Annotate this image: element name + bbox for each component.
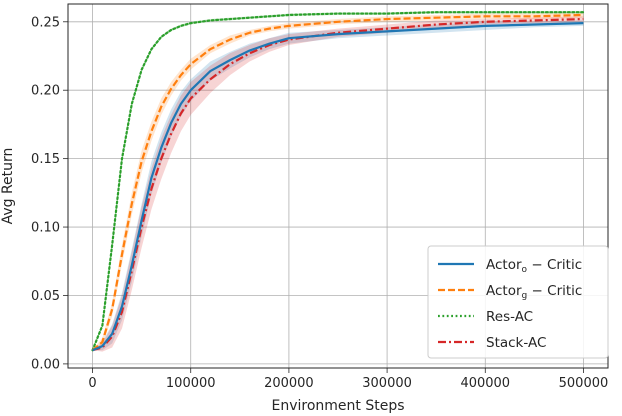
legend-label: Stack-AC (486, 335, 546, 351)
legend-box (427, 245, 609, 359)
y-tick-label: 0.10 (31, 221, 60, 236)
series-line (92, 17, 584, 352)
legend-label: Res-AC (486, 309, 533, 325)
axis-ticks: 0 100000 200000 300000 400000 500000 0.00 0.05 0… (31, 15, 608, 391)
y-tick-label: 0.00 (31, 357, 60, 372)
legend-label: Actorg − Critic (486, 283, 582, 301)
legend: Actoro − Critic Actorg − Critic Res-AC Stac… (427, 245, 609, 359)
x-tick-label: 200000 (264, 376, 314, 391)
x-tick-label: 300000 (362, 376, 412, 391)
x-tick-label: 400000 (460, 376, 510, 391)
x-tick-label: 100000 (166, 376, 216, 391)
y-tick-label: 0.20 (31, 84, 60, 99)
y-tick-label: 0.05 (31, 289, 60, 304)
grid (68, 4, 608, 368)
series-line (91, 13, 584, 352)
series-line (91, 11, 585, 352)
y-tick-label: 0.15 (31, 152, 60, 167)
x-tick-label: 0 (88, 376, 96, 391)
x-tick-label: 500000 (559, 376, 609, 391)
y-axis-label: Avg Return (0, 148, 16, 225)
y-tick-label: 0.25 (31, 15, 60, 30)
series-lines (91, 11, 585, 352)
series-line (92, 22, 584, 352)
x-axis-label: Environment Steps (271, 398, 404, 414)
plot-frame (67, 3, 609, 369)
legend-label: Actoro − Critic (486, 257, 582, 275)
